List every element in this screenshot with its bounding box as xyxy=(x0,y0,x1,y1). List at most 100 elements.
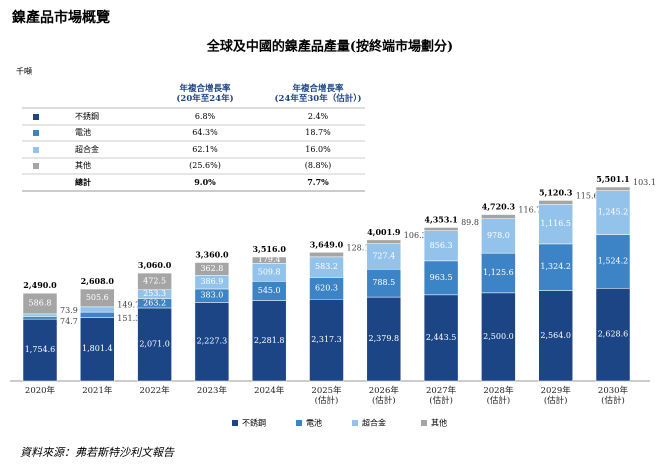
bar-segment xyxy=(366,243,402,270)
bar-segment xyxy=(423,230,459,262)
unit-label: 千噸 xyxy=(16,66,32,76)
table-row-label: 不銹鋼 xyxy=(75,111,99,121)
total-label: 4,720.3 xyxy=(482,202,516,212)
bar-label: 74.7 xyxy=(60,317,78,326)
legend-swatch xyxy=(33,163,39,169)
bar-label: 1,754.6 xyxy=(25,345,56,354)
table-row-label: 電池 xyxy=(75,127,91,137)
bar-segment xyxy=(538,243,573,291)
bar-segment xyxy=(22,316,58,320)
bar-segment xyxy=(137,307,172,382)
bar-segment xyxy=(22,318,58,382)
page-title: 鎳產品市場概覽 xyxy=(12,9,110,26)
table-row-label: 超合金 xyxy=(75,144,99,154)
bar-label: 856.3 xyxy=(430,241,453,250)
x-tick-label: 2029年 (估計) xyxy=(540,386,571,406)
table-header: 年複合增長率 (20年至24年) xyxy=(176,84,234,104)
bar-segment xyxy=(366,239,402,244)
bar-segment xyxy=(481,218,516,254)
bar-label: 620.3 xyxy=(315,283,338,292)
total-label: 5,501.1 xyxy=(596,174,629,184)
bar-segment xyxy=(80,306,115,313)
legend-label: 超合金 xyxy=(362,418,386,428)
x-tick-label: 2027年 (估計) xyxy=(426,386,457,406)
bar-label: 116.7 xyxy=(518,206,541,215)
bar-segment xyxy=(194,302,230,382)
bar-label: 1,801.4 xyxy=(82,344,113,353)
table-cell: (8.8%) xyxy=(305,161,332,170)
bar-segment xyxy=(481,292,516,382)
legend-swatch xyxy=(421,420,427,426)
bar-label: 788.5 xyxy=(372,278,395,287)
bar-segment xyxy=(309,299,344,382)
bar-label: 545.0 xyxy=(258,286,281,295)
bar-label: 586.8 xyxy=(29,299,52,308)
legend-label: 其他 xyxy=(431,418,447,428)
bar-label: 963.5 xyxy=(430,273,453,282)
legend-label: 不銹鋼 xyxy=(242,418,266,428)
table-header: 年複合增長率 (24年至30年（估計）) xyxy=(274,84,362,104)
x-tick-label: 2020年 xyxy=(24,386,56,396)
bar-segment xyxy=(80,317,115,382)
bar-segment xyxy=(595,190,631,235)
x-tick-label: 2025年 (估計) xyxy=(311,386,342,406)
bar-label: 2,379.8 xyxy=(369,334,400,343)
bar-segment xyxy=(80,288,115,308)
table-cell: 62.1% xyxy=(192,145,218,154)
source: 資料來源：弗若斯特沙利文報告 xyxy=(20,446,175,459)
legend-label: 電池 xyxy=(306,418,322,428)
x-tick-label: 2023年 xyxy=(196,386,227,396)
legend-swatch xyxy=(352,420,358,426)
total-label: 3,060.0 xyxy=(138,260,172,270)
bar-label: 509.8 xyxy=(258,267,281,276)
bar-label: 2,227.3 xyxy=(197,337,228,346)
bar-label: 2,443.5 xyxy=(426,333,457,342)
bar-segment xyxy=(423,294,459,382)
bar-label: 128.1 xyxy=(347,244,370,253)
legend-swatch xyxy=(33,130,39,136)
total-label: 5,120.3 xyxy=(539,187,573,197)
total-label: 2,608.0 xyxy=(81,276,115,286)
total-label: 4,001.9 xyxy=(367,227,401,237)
total-label: 4,353.1 xyxy=(424,214,457,224)
bar-segment xyxy=(423,227,459,231)
x-tick-label: 2021年 xyxy=(82,386,113,396)
total-label: 3,516.0 xyxy=(252,244,286,254)
bar-label: 115.6 xyxy=(576,191,599,200)
bar-label: 151.3 xyxy=(117,314,140,323)
bar-label: 149.7 xyxy=(117,301,140,310)
bar-label: 89.8 xyxy=(461,218,479,227)
bar-label: 472.5 xyxy=(143,276,166,285)
bar-label: 253.3 xyxy=(143,289,166,298)
bar-label: 1,524.2 xyxy=(598,256,629,265)
bar-segment xyxy=(538,204,573,245)
total-label: 3,649.0 xyxy=(310,239,344,249)
table-cell: 6.8% xyxy=(195,112,216,121)
bar-label: 1,324.2 xyxy=(540,262,571,271)
table-total: 9.0% xyxy=(194,177,216,187)
bar-label: 73.9 xyxy=(60,306,78,315)
bar-segment xyxy=(22,292,58,315)
bar-label: 2,500.0 xyxy=(483,332,514,341)
bar-segment xyxy=(309,252,344,258)
bar-label: 103.1 xyxy=(633,178,656,187)
bar-segment xyxy=(423,260,459,296)
table-cell: 18.7% xyxy=(305,128,331,137)
bar-label: 1,125.6 xyxy=(483,268,514,277)
total-label: 3,360.0 xyxy=(195,250,229,260)
bar-label: 2,281.8 xyxy=(254,336,285,345)
x-tick-label: 2024年 xyxy=(254,386,285,396)
bar-label: 978.0 xyxy=(487,231,510,240)
bar-segment xyxy=(481,214,516,219)
bar-label: 1,116.5 xyxy=(540,219,571,228)
legend-swatch xyxy=(33,114,39,120)
bar-segment xyxy=(481,252,516,294)
x-tick-label: 2026年 (估計) xyxy=(368,386,399,406)
bar-segment xyxy=(538,290,573,382)
bar-segment xyxy=(538,200,573,205)
bar-label: 1,245.2 xyxy=(598,208,629,217)
bar-label: 2,564.0 xyxy=(540,331,571,340)
bar-segment xyxy=(366,296,402,382)
